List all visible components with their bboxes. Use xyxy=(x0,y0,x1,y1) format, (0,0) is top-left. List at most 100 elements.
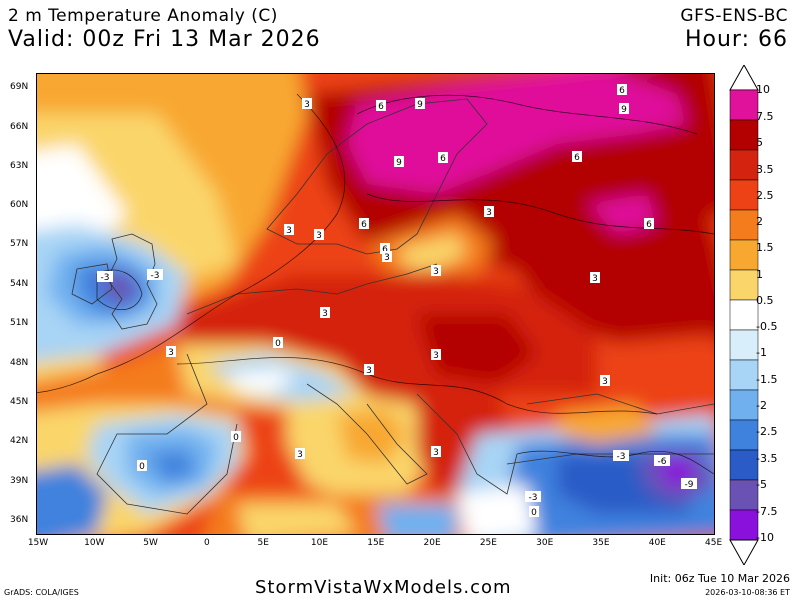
lon-label: 35E xyxy=(592,538,610,548)
lat-label: 60N xyxy=(10,200,29,210)
color-legend xyxy=(729,65,759,565)
contour-label: 9 xyxy=(394,156,404,168)
legend-label: 2 xyxy=(756,215,763,228)
legend-max-arrow xyxy=(729,65,759,91)
svg-text:3: 3 xyxy=(602,377,608,387)
contour-label: 3 xyxy=(364,364,374,376)
svg-text:6: 6 xyxy=(646,220,652,230)
svg-text:3: 3 xyxy=(433,267,439,277)
lon-label: 15W xyxy=(27,538,49,548)
contour-lines xyxy=(37,93,714,475)
contour-label: 3 xyxy=(302,98,312,110)
svg-text:3: 3 xyxy=(486,208,492,218)
contour-label: -3 xyxy=(525,491,541,503)
svg-text:6: 6 xyxy=(361,220,367,230)
svg-text:3: 3 xyxy=(592,274,598,284)
svg-text:9: 9 xyxy=(396,158,402,168)
legend-swatch xyxy=(729,359,759,391)
legend-swatch xyxy=(729,119,759,151)
legend-label: 10 xyxy=(756,83,770,96)
contour-label: 6 xyxy=(438,152,448,164)
legend-swatch xyxy=(729,419,759,451)
contour-label: 0 xyxy=(529,506,539,518)
legend-label: -2.5 xyxy=(756,425,778,438)
contour-label: 9 xyxy=(619,103,629,115)
map-title: 2 m Temperature Anomaly (C) xyxy=(8,6,278,26)
lon-label: 5W xyxy=(143,538,158,548)
init-time: Init: 06z Tue 10 Mar 2026 xyxy=(649,572,790,585)
lon-label: 30E xyxy=(536,538,554,548)
legend-label: -0.5 xyxy=(756,320,778,333)
svg-text:6: 6 xyxy=(619,86,625,96)
svg-text:9: 9 xyxy=(621,105,627,115)
svg-text:0: 0 xyxy=(275,339,281,349)
legend-swatch xyxy=(729,89,759,121)
lon-label: 15E xyxy=(367,538,385,548)
legend-label: 2.5 xyxy=(756,189,774,202)
svg-text:-3: -3 xyxy=(617,452,626,462)
lat-label: 48N xyxy=(10,358,29,368)
legend-swatch xyxy=(729,329,759,361)
contour-label: 3 xyxy=(431,349,441,361)
temperature-anomaly-map: 3 6 9 6 9 9 6 6 3 3 3 6 6 6 3 3 3 -3 -3 3 3 3 3 3 3 0 0 0 -3 -6 -9 -3 0 3 xyxy=(36,73,715,535)
contour-label: -3 xyxy=(147,269,163,281)
contour-label: 3 xyxy=(320,307,330,319)
lat-label: 45N xyxy=(10,397,29,407)
svg-text:0: 0 xyxy=(531,508,537,518)
lon-label: 20E xyxy=(423,538,441,548)
legend-swatch xyxy=(729,389,759,421)
contour-label: 3 xyxy=(314,229,324,241)
svg-text:0: 0 xyxy=(139,462,145,472)
legend-label: 7.5 xyxy=(756,110,774,123)
legend-label: 5 xyxy=(756,136,763,149)
svg-text:-9: -9 xyxy=(685,480,694,490)
contour-label: 3 xyxy=(590,272,600,284)
svg-text:-3: -3 xyxy=(529,493,538,503)
legend-label: 1.5 xyxy=(756,241,774,254)
legend-swatch xyxy=(729,449,759,481)
lon-label: 40E xyxy=(648,538,666,548)
contour-label: 6 xyxy=(380,243,390,255)
svg-text:6: 6 xyxy=(378,102,384,112)
legend-swatch xyxy=(729,209,759,241)
lat-label: 54N xyxy=(10,279,29,289)
contour-label: 6 xyxy=(572,151,582,163)
lon-label: 10E xyxy=(310,538,329,548)
contour-label: 9 xyxy=(415,98,425,110)
svg-text:3: 3 xyxy=(384,253,390,263)
lon-label: 45E xyxy=(705,538,723,548)
svg-text:6: 6 xyxy=(574,153,580,163)
contour-label: -3 xyxy=(97,271,113,283)
contour-label: 0 xyxy=(137,460,147,472)
svg-text:3: 3 xyxy=(433,351,439,361)
svg-text:3: 3 xyxy=(366,366,372,376)
contour-label: 3 xyxy=(284,224,294,236)
lat-label: 51N xyxy=(10,318,29,328)
svg-text:-6: -6 xyxy=(658,457,667,467)
legend-min-arrow xyxy=(729,539,759,565)
grads-credit: GrADS: COLA/IGES xyxy=(4,588,79,597)
legend-swatch xyxy=(729,179,759,211)
valid-time: Valid: 00z Fri 13 Mar 2026 xyxy=(8,27,321,52)
svg-text:3: 3 xyxy=(168,348,174,358)
lat-label: 36N xyxy=(10,515,29,525)
contour-label: 3 xyxy=(484,206,494,218)
lat-label: 63N xyxy=(10,161,29,171)
contour-label: -9 xyxy=(681,478,697,490)
lon-label: 5E xyxy=(257,538,269,548)
legend-swatch xyxy=(729,299,759,331)
contour-label: -6 xyxy=(654,455,670,467)
anomaly-field xyxy=(37,74,714,534)
legend-label: -1.5 xyxy=(756,373,778,386)
legend-label: -1 xyxy=(756,346,767,359)
contour-label: 3 xyxy=(382,251,392,263)
lat-label: 69N xyxy=(10,82,29,92)
legend-label: -2 xyxy=(756,399,767,412)
legend-swatch xyxy=(729,269,759,301)
contour-label: 3 xyxy=(600,375,610,387)
lon-label: 10W xyxy=(84,538,105,548)
lat-label: 39N xyxy=(10,476,29,486)
forecast-hour: Hour: 66 xyxy=(684,27,788,52)
svg-text:3: 3 xyxy=(433,448,439,458)
